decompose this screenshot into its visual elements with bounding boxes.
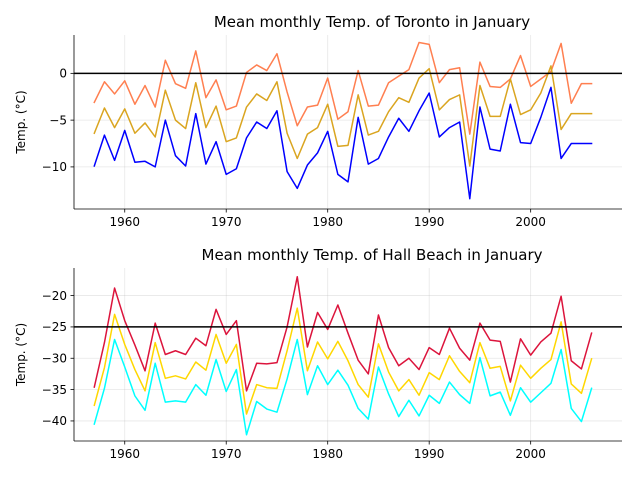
toronto-lower-series [93,86,593,200]
toronto-panel: 1960 1970 1980 1990 2000 −10 −5 0 Mean monthly T… [14,13,622,229]
hall-beach-mid-series [93,307,593,415]
x-tick-label: 1990 [414,447,445,461]
x-tick-label: 1970 [211,447,242,461]
x-tick-label: 2000 [515,215,546,229]
chart-title: Mean monthly Temp. of Toronto in January [214,13,530,31]
toronto-upper-series [93,41,593,135]
y-axis-label: Temp. (°C) [14,323,28,387]
x-tick-label: 2000 [515,447,546,461]
y-tick-label: −25 [42,320,67,334]
y-tick-label: −35 [42,383,67,397]
x-tick-label: 1970 [211,215,242,229]
hall-beach-lower-series [93,338,593,436]
x-tick-label: 1980 [312,215,343,229]
chart-title: Mean monthly Temp. of Hall Beach in Janu… [202,246,543,264]
x-tick-label: 1980 [312,447,343,461]
x-tick-label: 1990 [414,215,445,229]
y-tick-label: −20 [42,289,67,303]
x-tick-label: 1960 [109,447,140,461]
y-tick-label: −30 [42,352,67,366]
toronto-mid-series [93,65,593,167]
y-tick-label: −40 [42,414,67,428]
y-tick-label: 0 [59,67,67,81]
hall-beach-panel: 1960 1970 1980 1990 2000 −40 −35 −30 −25 −20 Mean … [14,246,622,461]
x-tick-label: 1960 [109,215,140,229]
y-tick-label: −10 [42,160,67,174]
y-tick-label: −5 [49,113,67,127]
y-axis-label: Temp. (°C) [14,90,28,154]
hall-beach-upper-series [93,276,593,392]
